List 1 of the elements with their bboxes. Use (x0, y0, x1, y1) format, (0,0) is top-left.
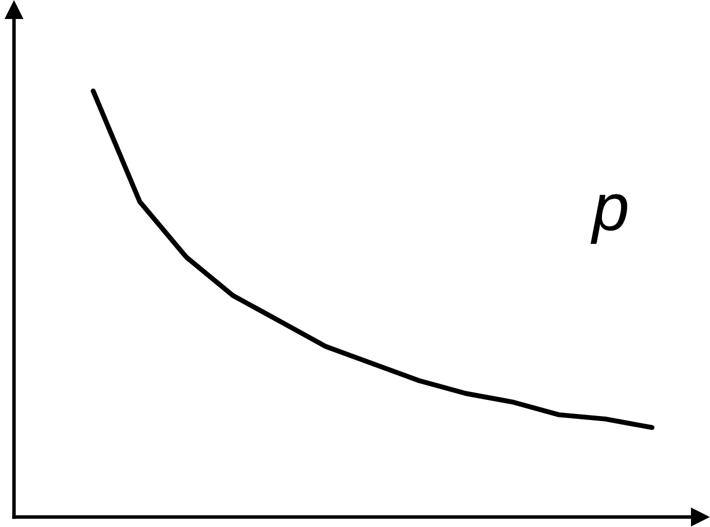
annotation: p (590, 194, 628, 244)
